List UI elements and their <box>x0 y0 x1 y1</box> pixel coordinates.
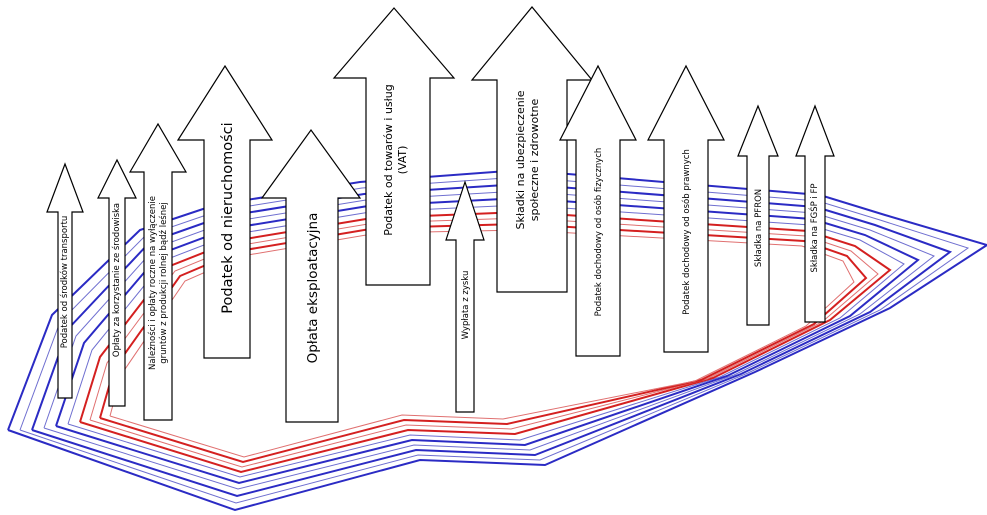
arrow-label-vat-1: Podatek od towarów i usług <box>382 84 395 235</box>
arrow-label-cit: Podatek dochodowy od osób prawnych <box>681 149 692 315</box>
arrow-label-srodowisko: Opłaty za korzystanie ze środowiska <box>111 203 122 357</box>
arrow-label-fgsp: Składka na FGŚP i FP <box>808 183 820 272</box>
arrow-zysk: Wypłata z zysku <box>446 182 484 412</box>
arrow-srodowisko: Opłaty za korzystanie ze środowiska <box>98 160 136 406</box>
arrow-label-grunty-1: Należności i opłaty roczne na wyłączenie <box>147 196 158 370</box>
arrow-label-nieruchomosci: Podatek od nieruchomości <box>220 122 236 313</box>
arrow-label-pit: Podatek dochodowy od osób fizycznych <box>593 148 604 317</box>
arrow-label-vat-2: (VAT) <box>396 146 409 175</box>
arrow-label-eksploatacyjna: Opłata eksploatacyjna <box>305 213 321 364</box>
arrow-shape-grunty <box>130 124 186 420</box>
arrow-label-zus-1: Składki na ubezpieczenie <box>514 90 527 229</box>
arrow-eksploatacyjna: Opłata eksploatacyjna <box>262 130 360 422</box>
arrow-label-grunty-2: gruntów z produkcji rolnej bądź leśnej <box>158 202 169 363</box>
arrow-vat: Podatek od towarów i usług (VAT) <box>334 8 454 285</box>
arrow-label-zus-2: społeczne i zdrowotne <box>528 99 541 222</box>
arrow-pit: Podatek dochodowy od osób fizycznych <box>560 66 636 356</box>
arrow-grunty: Należności i opłaty roczne na wyłączenie… <box>130 124 186 420</box>
arrow-label-zysk: Wypłata z zysku <box>461 271 471 340</box>
arrow-zus: Składki na ubezpieczenie społeczne i zdr… <box>472 7 592 292</box>
arrow-label-pfron: Składka na PFRON <box>754 189 764 267</box>
arrow-label-transport: Podatek od środków transportu <box>59 216 70 349</box>
arrow-fgsp: Składka na FGŚP i FP <box>796 106 834 322</box>
